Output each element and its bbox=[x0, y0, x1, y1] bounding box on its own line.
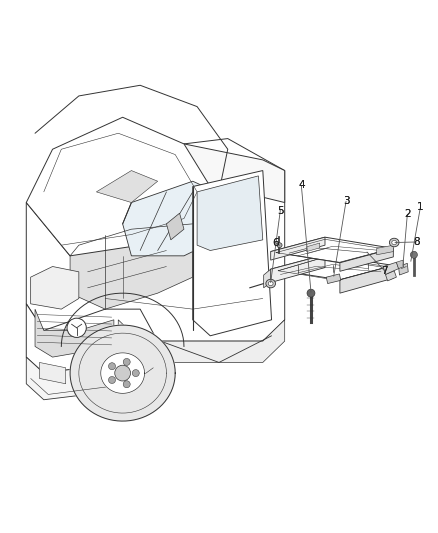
Text: 3: 3 bbox=[343, 197, 350, 206]
Ellipse shape bbox=[389, 238, 399, 247]
Polygon shape bbox=[39, 362, 66, 384]
Polygon shape bbox=[340, 248, 393, 271]
Text: 3: 3 bbox=[343, 197, 350, 206]
Polygon shape bbox=[271, 255, 393, 280]
Polygon shape bbox=[377, 245, 393, 255]
Polygon shape bbox=[35, 309, 114, 357]
Polygon shape bbox=[385, 271, 396, 281]
Text: 7: 7 bbox=[381, 266, 388, 276]
Circle shape bbox=[115, 365, 131, 381]
Polygon shape bbox=[70, 325, 175, 421]
Circle shape bbox=[123, 359, 130, 366]
Text: 7: 7 bbox=[381, 266, 388, 276]
Polygon shape bbox=[123, 181, 228, 256]
Text: 6: 6 bbox=[272, 238, 279, 248]
Text: 5: 5 bbox=[277, 206, 284, 215]
Ellipse shape bbox=[266, 279, 276, 288]
Text: 4: 4 bbox=[298, 181, 305, 190]
Polygon shape bbox=[399, 263, 408, 275]
Polygon shape bbox=[197, 176, 263, 251]
Polygon shape bbox=[70, 224, 193, 309]
Ellipse shape bbox=[392, 240, 396, 245]
Text: 2: 2 bbox=[404, 209, 411, 219]
Polygon shape bbox=[271, 237, 393, 263]
Polygon shape bbox=[118, 320, 285, 362]
Ellipse shape bbox=[268, 281, 273, 286]
Circle shape bbox=[123, 381, 130, 387]
Polygon shape bbox=[26, 304, 158, 373]
Polygon shape bbox=[271, 255, 325, 282]
Text: 5: 5 bbox=[277, 206, 284, 215]
Circle shape bbox=[109, 376, 116, 384]
Polygon shape bbox=[26, 203, 105, 330]
Polygon shape bbox=[105, 139, 285, 341]
Text: 4: 4 bbox=[298, 181, 305, 190]
Circle shape bbox=[410, 251, 417, 259]
Polygon shape bbox=[166, 213, 184, 240]
Polygon shape bbox=[396, 260, 404, 269]
Ellipse shape bbox=[277, 243, 282, 247]
Polygon shape bbox=[101, 353, 145, 393]
Circle shape bbox=[109, 362, 116, 370]
Circle shape bbox=[67, 318, 86, 337]
Text: 1: 1 bbox=[417, 202, 424, 212]
Polygon shape bbox=[383, 262, 399, 274]
Polygon shape bbox=[26, 117, 210, 256]
Polygon shape bbox=[96, 171, 158, 203]
Polygon shape bbox=[326, 274, 341, 284]
Polygon shape bbox=[264, 269, 271, 288]
Polygon shape bbox=[271, 237, 325, 260]
Polygon shape bbox=[193, 171, 272, 336]
Polygon shape bbox=[340, 265, 393, 293]
Text: 6: 6 bbox=[272, 238, 279, 248]
Circle shape bbox=[132, 369, 139, 377]
Polygon shape bbox=[31, 266, 79, 309]
Text: 1: 1 bbox=[417, 202, 424, 212]
Polygon shape bbox=[105, 144, 285, 245]
Text: 8: 8 bbox=[413, 237, 420, 247]
Text: 8: 8 bbox=[413, 237, 420, 247]
Circle shape bbox=[307, 289, 315, 297]
Text: 2: 2 bbox=[404, 209, 411, 219]
Polygon shape bbox=[307, 243, 320, 252]
Polygon shape bbox=[26, 346, 158, 400]
